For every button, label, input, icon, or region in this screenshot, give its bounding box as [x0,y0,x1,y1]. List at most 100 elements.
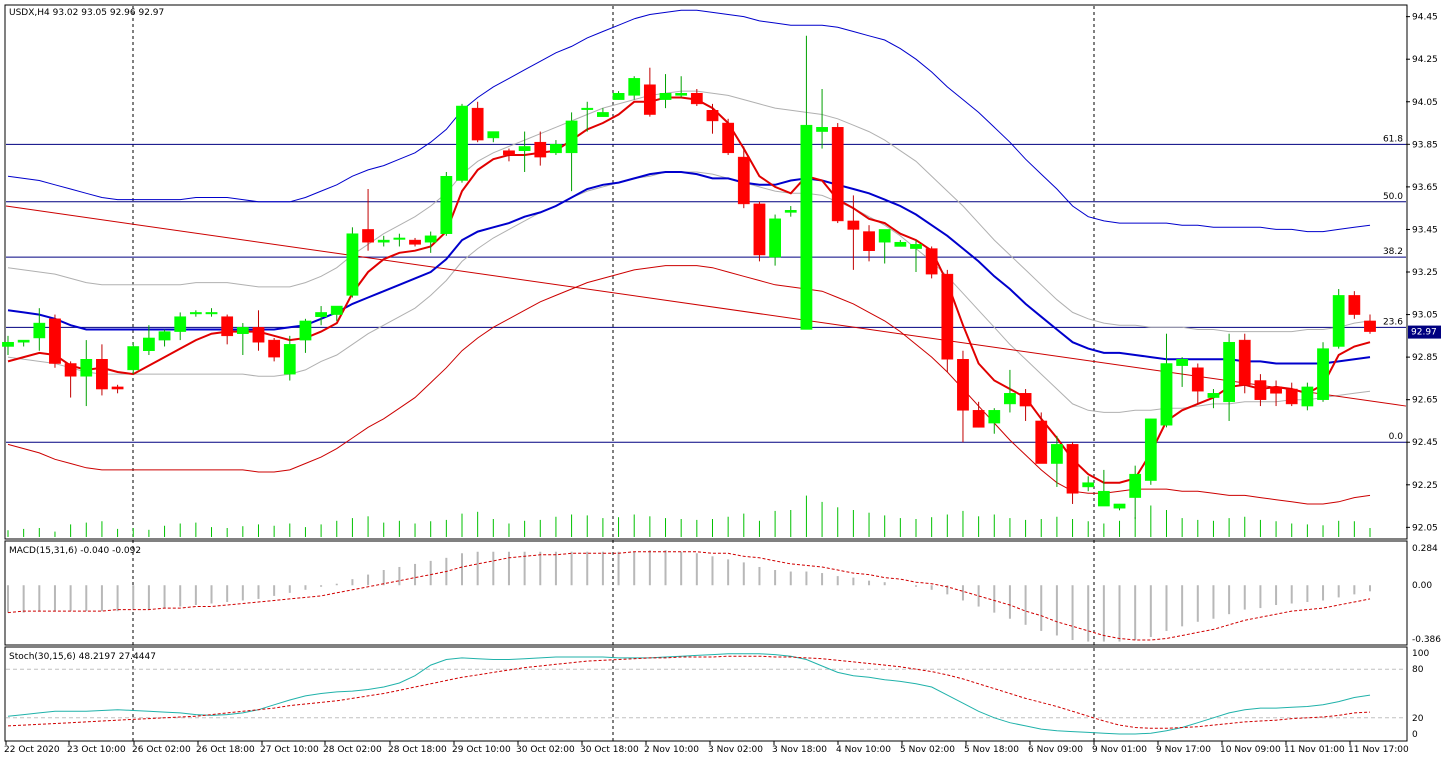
bull-candle [440,175,453,234]
bull-candle [581,107,594,110]
stoch-header: Stoch(30,15,6) 48.2197 27.4447 [9,652,156,662]
stoch-main-line [7,653,1371,735]
time-tick-label: 28 Oct 18:00 [388,745,447,755]
time-tick-label: 2 Nov 10:00 [644,745,699,755]
time-tick-label: 3 Nov 18:00 [772,745,827,755]
fib-level-label: 38.2 [1383,247,1403,257]
price-tick-label: 92.45 [1412,438,1438,448]
bear-candle [863,231,875,251]
bull-candle [299,320,312,341]
bull-candle [659,92,672,100]
stoch-signal-line [7,655,1371,729]
bear-candle [409,239,421,245]
bull-candle [518,146,531,151]
price-tick-label: 93.85 [1412,140,1438,150]
price-tick-label: 92.05 [1412,523,1438,533]
bull-candle [1097,490,1110,507]
indicator-layer [5,9,1407,505]
time-tick-label: 30 Oct 18:00 [580,745,639,755]
bull-candle [236,327,249,334]
bear-candle [706,110,719,122]
bull-candle [816,127,828,132]
symbol-header: USDX,H4 93.02 93.05 92.96 92.97 [9,8,164,18]
bull-candle [174,316,187,332]
time-tick-label: 3 Nov 02:00 [708,745,763,755]
bear-candle [1019,393,1032,407]
bull-candle [17,339,30,343]
bear-candle [1191,367,1204,392]
macd-tick-label: 0.284 [1412,544,1438,554]
bull-candle [143,337,155,351]
bull-candle [393,237,406,240]
fib-level-label: 61.8 [1383,134,1403,144]
macd-header: MACD(15,31,6) -0.040 -0.092 [9,546,141,556]
bear-candle [1035,420,1048,464]
bull-candle [33,322,46,339]
candle-layer[interactable] [2,35,1376,519]
macd-layer [7,550,1371,642]
bear-candle [753,203,766,256]
bear-candle [1254,380,1267,400]
time-tick-label: 29 Oct 10:00 [452,745,511,755]
bull-candle [894,241,907,247]
time-tick-label: 5 Nov 18:00 [964,745,1019,755]
bear-candle [221,316,234,337]
bull-candle [487,131,500,139]
bear-candle [64,363,77,377]
bull-candle [1317,348,1329,400]
bull-candle [910,244,922,249]
bull-candle [1004,393,1016,405]
time-tick-label: 11 Nov 17:00 [1348,745,1409,755]
bear-candle [643,84,656,115]
ma-fast-line [7,96,1371,484]
bear-candle [847,220,860,230]
bull-candle [424,235,437,243]
bull-candle [628,78,641,96]
bull-candle [2,341,14,347]
bull-candle [330,305,343,315]
price-tick-label: 94.25 [1412,55,1438,65]
price-tick-label: 94.45 [1412,13,1438,23]
bull-candle [205,312,218,315]
bull-candle [1301,386,1314,407]
time-tick-label: 11 Nov 01:00 [1284,745,1345,755]
bear-candle [1285,388,1298,405]
time-tick-label: 26 Oct 18:00 [196,745,255,755]
time-tick-label: 30 Oct 02:00 [516,745,575,755]
ma-slow-line [7,171,1371,365]
time-tick-label: 22 Oct 2020 [4,745,60,755]
bollinger-lower-line [7,265,1371,505]
bear-candle [362,229,374,243]
bull-candle [127,346,140,371]
fib-level-label: 0.0 [1389,432,1404,442]
macd-tick-label: 0.00 [1412,581,1432,591]
bull-candle [988,410,1001,424]
bull-candle [456,105,468,181]
time-tick-label: 9 Nov 17:00 [1156,745,1211,755]
bear-candle [1364,320,1376,332]
bull-candle [878,229,891,243]
bull-candle [1207,393,1220,398]
price-tick-label: 93.05 [1412,311,1438,321]
stoch-tick-label: 0 [1412,730,1418,740]
bear-candle [831,127,844,222]
current-price-tag [1408,325,1441,339]
macd-pane-frame [4,540,1408,646]
fib-level-label: 50.0 [1383,192,1403,202]
bull-candle [377,239,390,243]
bull-candle [80,358,93,377]
bull-candle [565,120,578,154]
time-tick-label: 26 Oct 02:00 [132,745,191,755]
price-tick-label: 93.65 [1412,183,1438,193]
macd-tick-label: -0.386 [1412,635,1441,645]
bull-candle [675,92,688,96]
bear-candle [534,141,547,158]
bull-candle [550,144,562,154]
bull-candle [158,331,171,341]
bull-candle [1051,444,1063,464]
bear-candle [737,156,750,205]
bull-candle [189,312,202,315]
price-tick-label: 92.65 [1412,396,1438,406]
